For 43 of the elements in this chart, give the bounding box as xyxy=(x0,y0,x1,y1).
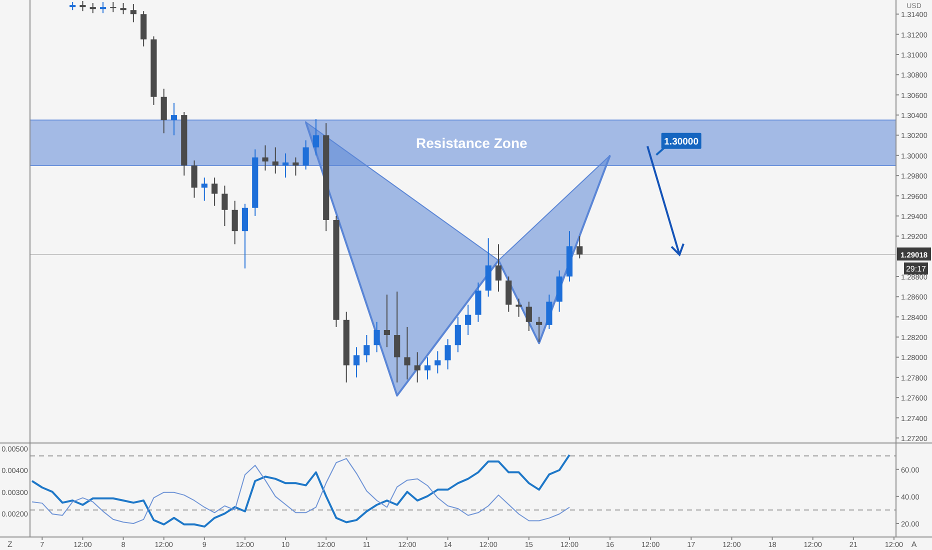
candlestick xyxy=(546,294,552,330)
annotation: 1.30000 xyxy=(664,136,698,148)
candlestick xyxy=(536,316,542,343)
candlestick xyxy=(80,0,86,12)
candlestick xyxy=(374,321,380,353)
candlestick xyxy=(170,102,178,136)
candlestick xyxy=(212,177,218,206)
candlestick xyxy=(414,352,420,383)
candlestick xyxy=(242,203,248,269)
candlestick xyxy=(201,177,208,202)
candlestick xyxy=(394,291,400,383)
candlestick xyxy=(465,304,472,336)
candlestick xyxy=(364,334,370,363)
candlestick xyxy=(526,301,532,332)
candlestick xyxy=(272,146,278,174)
candlestick xyxy=(302,140,309,170)
candlestick xyxy=(424,356,431,380)
candlestick xyxy=(292,156,299,176)
candlestick xyxy=(262,144,268,172)
candlestick xyxy=(404,326,410,380)
band-label: Resistance Zone xyxy=(416,134,528,151)
text: 29:17 xyxy=(906,264,927,274)
text: A xyxy=(911,540,918,549)
candlestick xyxy=(516,298,522,318)
candlestick xyxy=(90,2,96,14)
candlestick xyxy=(353,346,360,378)
candlestick xyxy=(434,350,441,374)
candlestick xyxy=(191,160,198,198)
candlestick xyxy=(576,236,583,259)
candlestick xyxy=(495,244,502,292)
candlestick xyxy=(454,316,461,353)
candlestick xyxy=(222,185,228,227)
candlestick xyxy=(444,338,451,370)
candlestick xyxy=(232,200,238,245)
candlestick xyxy=(384,294,390,348)
candlestick xyxy=(110,2,116,13)
candlestick xyxy=(312,118,320,156)
candlestick xyxy=(130,4,136,23)
candlestick xyxy=(282,152,289,178)
candlestick xyxy=(100,2,106,14)
candlestick xyxy=(120,2,126,15)
candlestick xyxy=(160,88,167,134)
text: Z xyxy=(8,540,13,549)
